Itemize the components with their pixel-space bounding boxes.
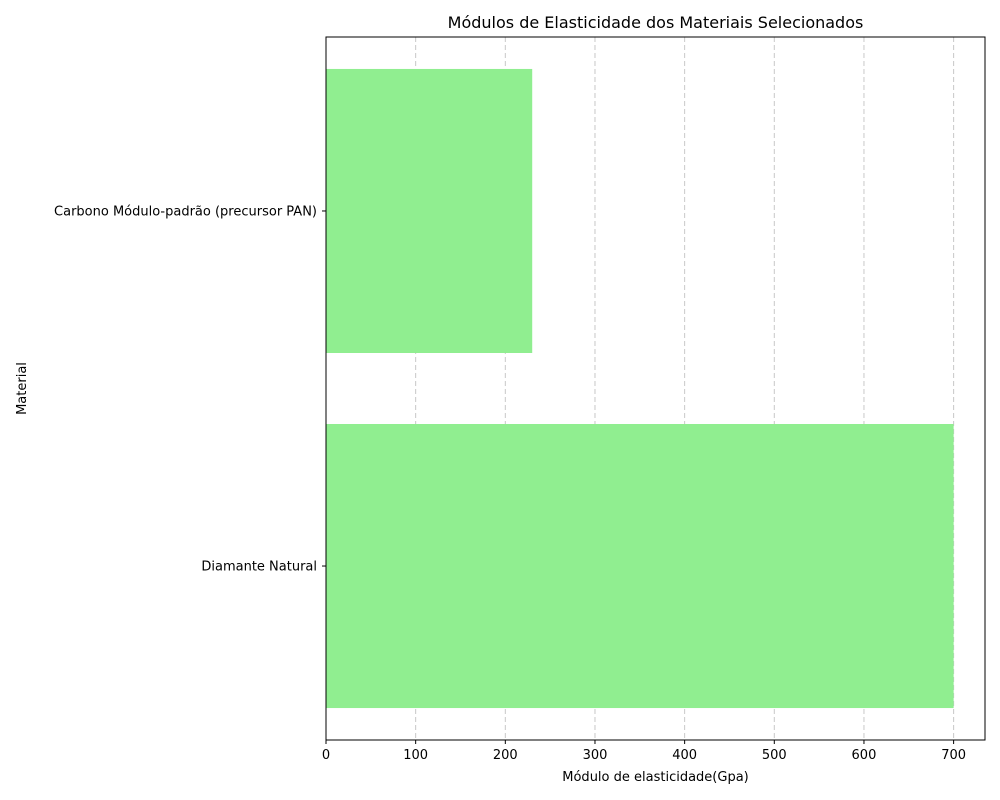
- y-tick-label: Diamante Natural: [201, 560, 317, 575]
- y-ticks: Diamante Natural Carbono Módulo-padrão (p…: [54, 204, 326, 575]
- x-tick-label: 500: [762, 748, 787, 763]
- x-tick-label: 300: [583, 748, 608, 763]
- bar: [326, 68, 533, 353]
- chart-title: Módulos de Elasticidade dos Materiais Se…: [448, 13, 864, 32]
- x-tick-label: 200: [493, 748, 518, 763]
- x-axis-label: Módulo de elasticidade(Gpa): [562, 770, 748, 785]
- x-ticks: 0 100 200 300 400 500 600 700: [322, 740, 966, 763]
- x-tick-label: 100: [403, 748, 428, 763]
- x-tick-label: 400: [672, 748, 697, 763]
- plot-frame: [325, 36, 986, 741]
- x-tick-label: 0: [322, 748, 330, 763]
- bar: [326, 424, 954, 709]
- bars: [326, 68, 954, 709]
- axes: [325, 36, 986, 741]
- x-tick-label: 700: [941, 748, 966, 763]
- x-tick-label: 600: [852, 748, 877, 763]
- y-axis-label: Material: [15, 362, 30, 415]
- y-tick-label: Carbono Módulo-padrão (precursor PAN): [54, 204, 317, 219]
